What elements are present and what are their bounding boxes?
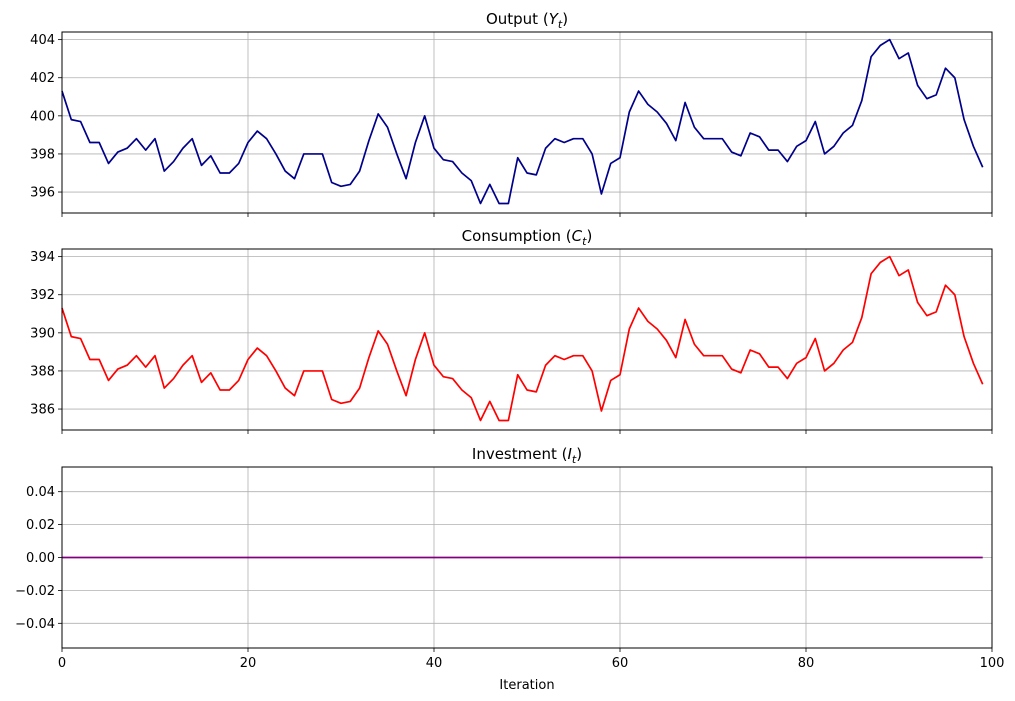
output-title-text: Output ( bbox=[486, 10, 549, 28]
investment-title-variable: I bbox=[567, 445, 572, 463]
xtick-label-2: 40 bbox=[426, 656, 443, 671]
output-axes-frame bbox=[61, 31, 993, 214]
investment-title-close: ) bbox=[576, 445, 582, 463]
consumption-ytick-label-1: 388 bbox=[30, 364, 55, 379]
consumption-ytick-label-0: 386 bbox=[30, 403, 55, 418]
consumption-ytick-label-3: 392 bbox=[30, 288, 55, 303]
x-axis-label: Iteration bbox=[499, 678, 554, 693]
output-series-line bbox=[61, 38, 984, 205]
xtick-label-1: 20 bbox=[240, 656, 257, 671]
output-ytick-label-0: 396 bbox=[30, 186, 55, 201]
xtick-label-3: 60 bbox=[612, 656, 629, 671]
investment-ytick-label-0: −0.04 bbox=[15, 617, 55, 632]
consumption-ytick-label-2: 390 bbox=[30, 326, 55, 341]
investment-title-subscript: t bbox=[572, 453, 577, 466]
xtick-label-5: 100 bbox=[980, 656, 1005, 671]
consumption-title-text: Consumption ( bbox=[462, 227, 572, 245]
xtick-label-0: 0 bbox=[58, 656, 66, 671]
output-title-variable: Y bbox=[549, 10, 560, 28]
consumption-ytick-label-4: 394 bbox=[30, 250, 55, 265]
consumption-title: Consumption (Ct) bbox=[462, 227, 593, 248]
investment-title-text: Investment ( bbox=[472, 445, 568, 463]
output-title-subscript: t bbox=[558, 18, 563, 31]
consumption-title-close: ) bbox=[586, 227, 592, 245]
output-title-close: ) bbox=[562, 10, 568, 28]
xtick-label-4: 80 bbox=[798, 656, 815, 671]
plot-investment: −0.04 −0.02 0.00 0.02 0.04 0 20 40 60 80 100 Invest… bbox=[15, 445, 1004, 671]
plot-consumption: 386 388 390 392 394 Consumption (Ct) bbox=[30, 227, 993, 434]
output-ytick-label-2: 400 bbox=[30, 109, 55, 124]
output-title: Output (Yt) bbox=[486, 10, 568, 31]
plot-output: 396 398 400 402 404 Output (Yt) bbox=[30, 10, 993, 217]
investment-title: Investment (It) bbox=[472, 445, 582, 466]
output-ytick-label-3: 402 bbox=[30, 71, 55, 86]
output-ytick-label-4: 404 bbox=[30, 33, 55, 48]
investment-ytick-label-1: −0.02 bbox=[15, 584, 55, 599]
consumption-title-subscript: t bbox=[582, 235, 587, 248]
output-ytick-label-1: 398 bbox=[30, 147, 55, 162]
consumption-axes-frame bbox=[61, 248, 993, 431]
investment-ytick-label-2: 0.00 bbox=[26, 551, 55, 566]
consumption-title-variable: C bbox=[572, 227, 583, 245]
investment-ytick-label-3: 0.02 bbox=[26, 518, 55, 533]
investment-ytick-label-4: 0.04 bbox=[26, 485, 55, 500]
consumption-series-line bbox=[61, 255, 984, 422]
